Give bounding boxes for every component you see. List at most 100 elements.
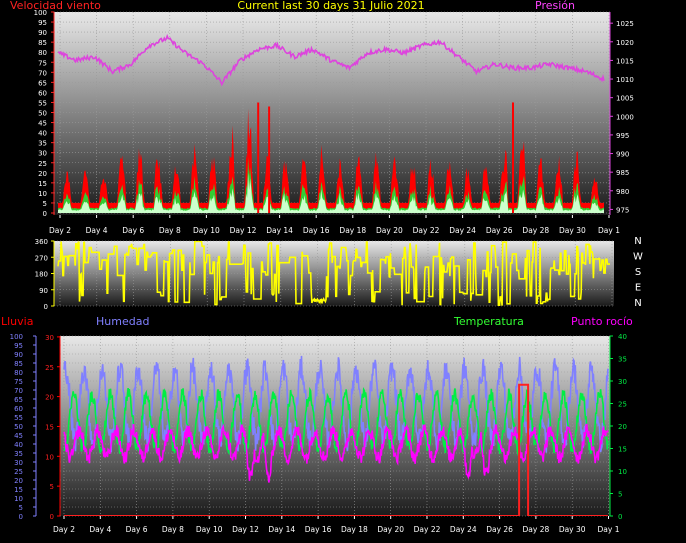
- tick-label: 90: [39, 287, 48, 295]
- tick-label: 15: [14, 486, 23, 494]
- tick-label: 40: [38, 130, 47, 138]
- tick-label: 65: [14, 396, 23, 404]
- dewpoint-series: [63, 423, 609, 483]
- tick-label: 360: [35, 238, 48, 246]
- panel-temperature-humidity: 0510152025303540455055606570758085909510…: [1, 315, 633, 534]
- x-tick-label: Day 26: [486, 525, 513, 534]
- tick-label: 20: [618, 423, 627, 431]
- tick-label: 25: [45, 364, 54, 372]
- x-tick-label: Day 14: [266, 226, 293, 235]
- compass-label: N: [634, 298, 641, 309]
- y-axis-temperature: 0 5 10 15 20 25 30 35 40: [609, 333, 627, 521]
- tick-label: 55: [14, 414, 23, 422]
- tick-label: 10: [618, 468, 627, 476]
- tick-label: 25: [14, 468, 23, 476]
- pressure-line: [57, 33, 605, 87]
- x-tick-label: Day 22: [413, 226, 440, 235]
- compass-label: S: [635, 267, 641, 278]
- temperature-line: [63, 386, 609, 457]
- tick-label: 90: [14, 351, 23, 359]
- x-tick-label: Day 8: [162, 525, 184, 534]
- wind-speed-area: [58, 172, 604, 213]
- tick-label: 85: [14, 360, 23, 368]
- tick-label: 20: [14, 477, 23, 485]
- compass-label: W: [633, 252, 643, 263]
- tick-label: 0: [618, 513, 622, 521]
- tick-label: 980: [616, 188, 629, 196]
- humidity-axis-title: Humedad: [96, 315, 149, 328]
- y-axis-wind: 0 5 10 15 20 25 30 35 40 45 50 55 60 65 70 75 80 85 90 95 10…: [34, 9, 55, 218]
- x-axis-wind: Day 2 Day 4 Day 6 Day 8 Day 10 Day 12 Day 14 Da…: [49, 215, 620, 235]
- y-axis-pressure: 975 980 985 990 995 1000 1005 1010 1015 1020 1025: [609, 12, 634, 215]
- x-tick-label: Day 10: [196, 525, 223, 534]
- tick-label: 990: [616, 151, 629, 159]
- humidity-series: [63, 355, 609, 453]
- x-tick-label: Day 20: [377, 525, 404, 534]
- tick-label: 1015: [616, 57, 634, 65]
- tick-label: 5: [43, 200, 47, 208]
- tick-label: 10: [38, 190, 47, 198]
- tick-label: 95: [38, 19, 47, 27]
- tick-label: 0: [19, 513, 23, 521]
- tick-label: 25: [38, 160, 47, 168]
- y-axis-humidity: 0510152025303540455055606570758085909510…: [10, 333, 37, 521]
- tick-label: 270: [35, 254, 48, 262]
- y-axis-rain: 0 5 10 15 20 25 30: [45, 334, 61, 521]
- tick-label: 35: [14, 450, 23, 458]
- wind-axis-title: Velocidad viento: [10, 0, 101, 12]
- tick-label: 0: [44, 303, 48, 311]
- tick-label: 50: [14, 423, 23, 431]
- chart-title: Current last 30 days 31 Julio 2021: [237, 0, 424, 12]
- tick-label: 75: [14, 378, 23, 386]
- x-tick-label: Day 18: [339, 226, 366, 235]
- tick-label: 40: [618, 333, 627, 341]
- tick-label: 45: [38, 120, 47, 128]
- temperature-series: [63, 386, 609, 457]
- x-tick-label: Day 12: [230, 226, 257, 235]
- dewpoint-line: [63, 423, 609, 483]
- wind-direction-line: [57, 241, 610, 306]
- tick-label: 60: [38, 89, 47, 97]
- tick-label: 1005: [616, 95, 634, 103]
- x-tick-label: Day 24: [450, 525, 477, 534]
- x-tick-label: Day 1: [598, 525, 620, 534]
- x-tick-label: Day 18: [341, 525, 368, 534]
- x-tick-label: Day 12: [232, 525, 259, 534]
- tick-label: 55: [38, 99, 47, 107]
- x-tick-label: Day 24: [449, 226, 476, 235]
- x-tick-label: Day 6: [122, 226, 144, 235]
- rain-series: [64, 383, 608, 516]
- x-axis-temperature: Day 2 Day 4 Day 6 Day 8 Day 10 Day 12 Day 14 Da…: [53, 516, 620, 534]
- tick-label: 65: [38, 79, 47, 87]
- tick-label: 975: [616, 206, 629, 214]
- tick-label: 15: [45, 423, 54, 431]
- tick-label: 45: [14, 432, 23, 440]
- tick-label: 70: [38, 69, 47, 77]
- x-tick-label: Day 1: [598, 226, 620, 235]
- tick-label: 1010: [616, 76, 634, 84]
- tick-label: 100: [34, 9, 47, 17]
- rain-axis-title: Lluvia: [1, 315, 33, 328]
- x-tick-label: Day 20: [376, 226, 403, 235]
- tick-label: 985: [616, 169, 629, 177]
- x-tick-label: Day 2: [53, 525, 75, 534]
- x-tick-label: Day 4: [86, 226, 108, 235]
- x-tick-label: Day 16: [303, 226, 330, 235]
- tick-label: 5: [19, 504, 23, 512]
- x-tick-label: Day 22: [414, 525, 441, 534]
- compass-label: N: [634, 236, 641, 247]
- x-tick-label: Day 30: [559, 226, 586, 235]
- tick-label: 80: [14, 369, 23, 377]
- x-tick-label: Day 6: [126, 525, 148, 534]
- tick-label: 5: [618, 491, 622, 499]
- x-tick-label: Day 10: [193, 226, 220, 235]
- x-tick-label: Day 28: [522, 226, 549, 235]
- compass-label: E: [635, 283, 641, 294]
- x-tick-label: Day 16: [305, 525, 332, 534]
- tick-label: 5: [50, 483, 54, 491]
- tick-label: 10: [14, 495, 23, 503]
- y-axis-direction: 0 90 180 270 360: [35, 238, 55, 311]
